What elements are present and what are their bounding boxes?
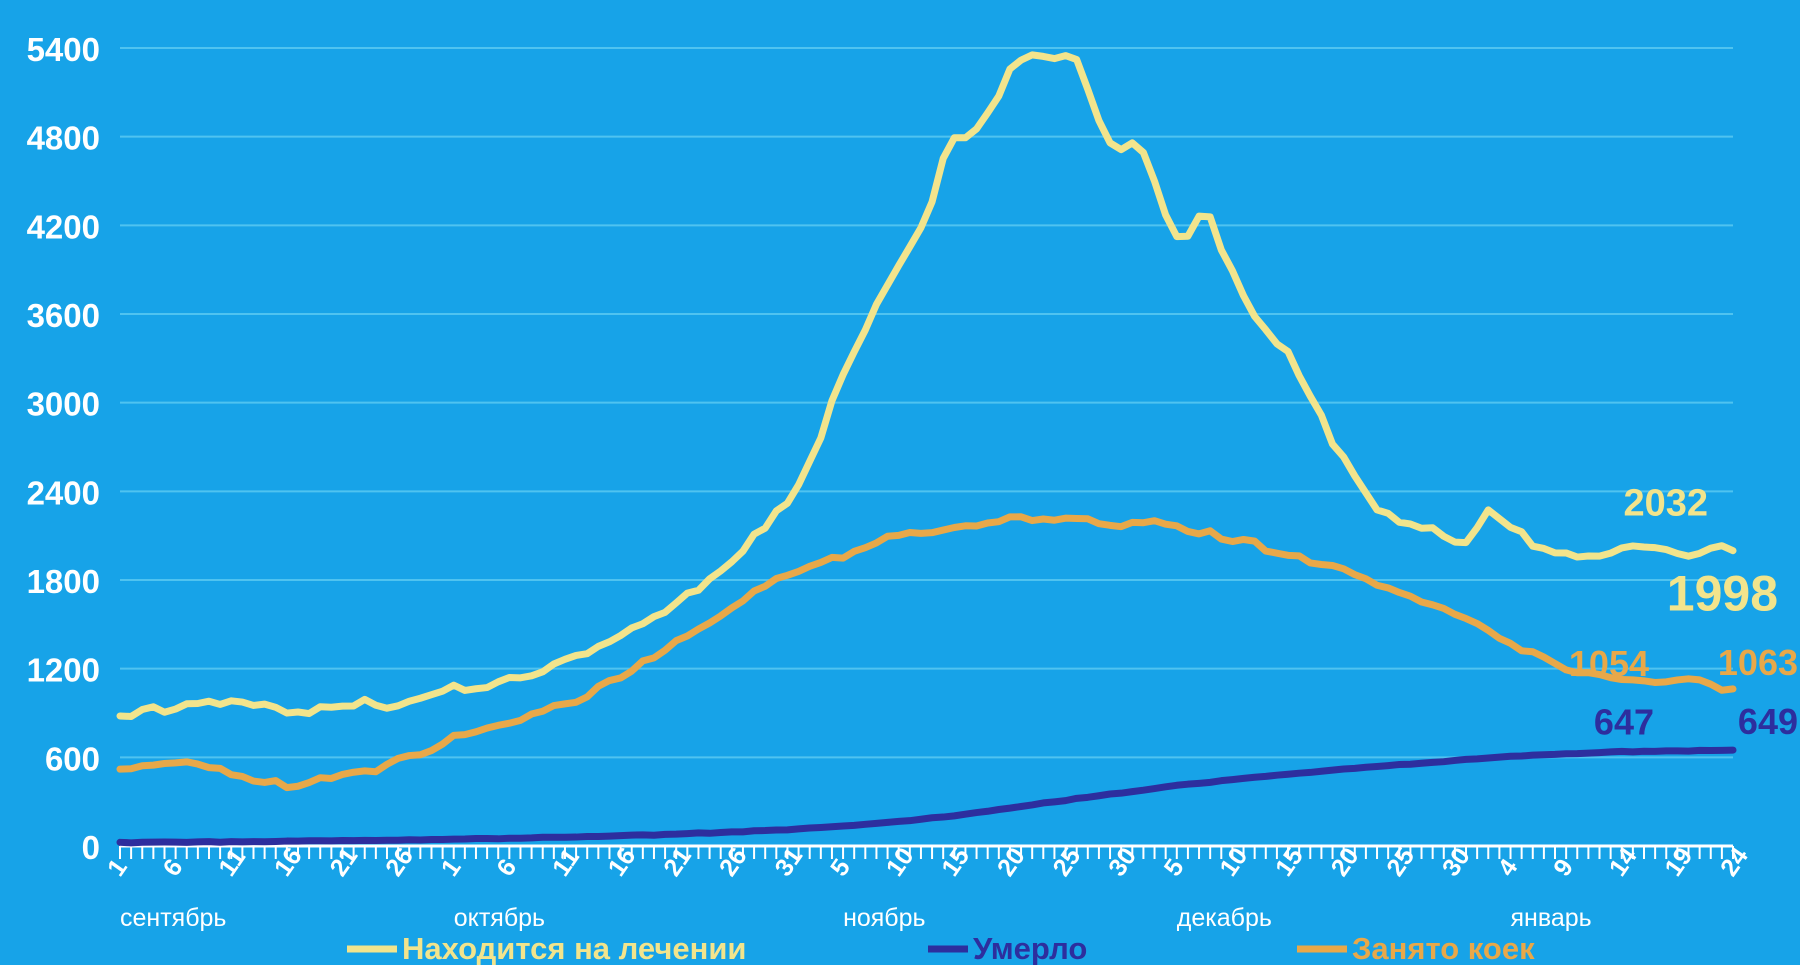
svg-text:5400: 5400 (27, 31, 100, 68)
svg-text:1054: 1054 (1569, 643, 1649, 684)
svg-text:1063: 1063 (1718, 642, 1798, 683)
svg-text:1998: 1998 (1667, 566, 1778, 622)
svg-text:4200: 4200 (27, 208, 100, 245)
svg-text:3600: 3600 (27, 297, 100, 334)
svg-text:январь: январь (1511, 904, 1592, 932)
svg-text:Умерло: Умерло (973, 931, 1087, 965)
svg-text:октябрь: октябрь (454, 904, 545, 932)
svg-text:3000: 3000 (27, 386, 100, 423)
svg-text:0: 0 (82, 829, 100, 866)
svg-text:2032: 2032 (1623, 483, 1708, 525)
svg-text:1200: 1200 (27, 652, 100, 689)
svg-text:2400: 2400 (27, 474, 100, 511)
svg-text:декабрь: декабрь (1177, 904, 1272, 932)
svg-text:ноябрь: ноябрь (843, 904, 926, 932)
svg-text:1800: 1800 (27, 563, 100, 600)
svg-text:649: 649 (1738, 701, 1798, 742)
svg-text:сентябрь: сентябрь (120, 904, 226, 932)
svg-text:647: 647 (1594, 701, 1654, 742)
svg-text:Занято коек: Занято коек (1352, 931, 1535, 965)
svg-text:4800: 4800 (27, 120, 100, 157)
svg-text:600: 600 (45, 740, 100, 777)
svg-text:Находится на лечении: Находится на лечении (402, 931, 746, 965)
